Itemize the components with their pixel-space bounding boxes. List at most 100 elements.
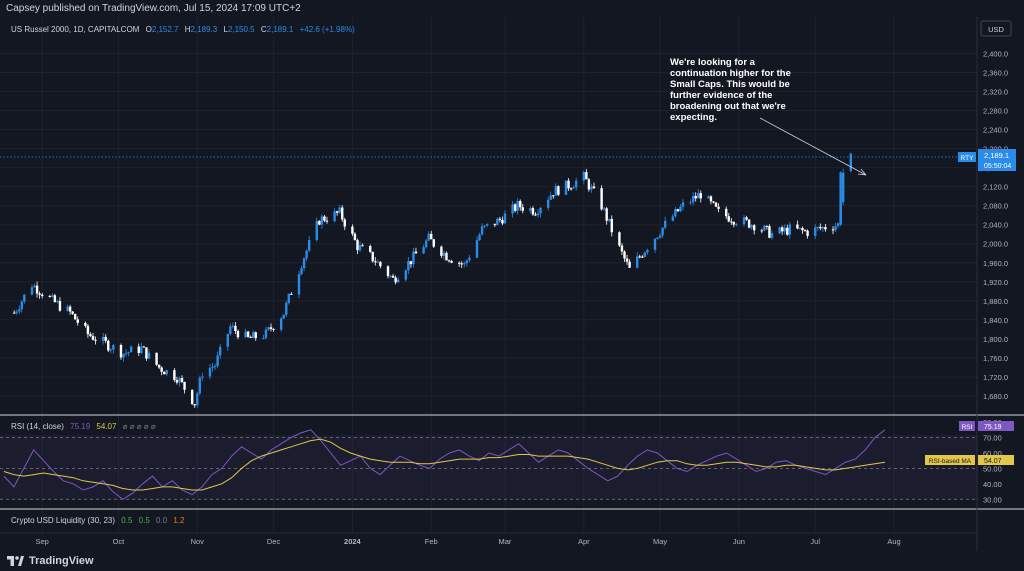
candle-body bbox=[628, 261, 631, 268]
candle-body bbox=[674, 209, 677, 217]
candle-body bbox=[300, 268, 303, 275]
chart-area[interactable]: 1,680.0 1,720.0 1,760.0 1,800.0 1,840.0 1,880… bbox=[0, 17, 1024, 551]
candle-body bbox=[290, 293, 293, 295]
liquidity-title: Crypto USD Liquidity (30, 23) bbox=[11, 516, 115, 525]
candle-body bbox=[198, 377, 202, 394]
candle-body bbox=[691, 195, 695, 203]
candle-body bbox=[608, 218, 611, 221]
candle-body bbox=[414, 251, 418, 254]
candle-body bbox=[315, 220, 318, 240]
candle-body bbox=[218, 346, 222, 356]
candle-body bbox=[216, 355, 219, 367]
rsi-ma-line bbox=[3, 438, 886, 491]
candlestick-series[interactable] bbox=[12, 152, 853, 408]
low-label: L bbox=[223, 25, 228, 34]
time-tick-label: May bbox=[653, 537, 667, 546]
open-value: 2,152.7 bbox=[152, 25, 179, 34]
price-tick-label: 1,800.0 bbox=[983, 335, 1008, 344]
rsi-legend: RSI (14, close) 75.19 54.07 ⌀ ⌀ ⌀ ⌀ ⌀ bbox=[11, 422, 156, 431]
candle-body bbox=[234, 325, 237, 332]
candle-body bbox=[318, 220, 321, 225]
candle-body bbox=[76, 319, 79, 323]
candle-body bbox=[201, 376, 204, 378]
candle-body bbox=[229, 326, 232, 335]
price-tick-label: 1,760.0 bbox=[983, 354, 1008, 363]
candle-body bbox=[638, 256, 641, 258]
candle-body bbox=[112, 345, 115, 350]
candle-body bbox=[236, 331, 240, 338]
annotation-arrow bbox=[759, 117, 867, 176]
rsi-tag-label: RSI bbox=[962, 424, 973, 431]
liquidity-value-4: 1.2 bbox=[173, 516, 185, 525]
candle-body bbox=[84, 322, 87, 326]
candle-body bbox=[269, 327, 273, 329]
candle-body bbox=[814, 227, 817, 236]
price-tick-label: 2,120.0 bbox=[983, 183, 1008, 192]
candle-body bbox=[661, 227, 664, 236]
candle-body bbox=[353, 233, 357, 241]
candle-body bbox=[501, 219, 504, 224]
price-axis[interactable]: 1,680.0 1,720.0 1,760.0 1,800.0 1,840.0 1,880… bbox=[983, 49, 1008, 401]
candle-body bbox=[320, 216, 324, 225]
price-tick-label: 1,840.0 bbox=[983, 316, 1008, 325]
candle-body bbox=[285, 302, 288, 315]
candle-body bbox=[35, 285, 39, 294]
candle-body bbox=[529, 208, 532, 211]
currency-button[interactable] bbox=[980, 20, 1012, 37]
candle-body bbox=[427, 233, 430, 241]
candle-body bbox=[836, 223, 840, 227]
rsi-ma-tag-label: RSI-based MA bbox=[929, 458, 972, 465]
symbol-tag-label: RTY bbox=[961, 155, 975, 162]
candle-body bbox=[625, 258, 629, 262]
candle-body bbox=[483, 225, 486, 227]
candle-body bbox=[552, 195, 555, 197]
annotation-note[interactable]: We're looking for a continuation higher f… bbox=[670, 57, 867, 176]
candle-body bbox=[602, 208, 606, 210]
candle-body bbox=[752, 225, 756, 231]
candle-body bbox=[297, 274, 301, 295]
candle-body bbox=[262, 337, 265, 339]
candle-body bbox=[714, 202, 718, 207]
candle-body bbox=[183, 381, 186, 390]
price-tick-label: 2,240.0 bbox=[983, 126, 1008, 135]
candle-body bbox=[745, 217, 748, 220]
time-axis[interactable]: Sep Oct Nov Dec 2024 Feb Mar Apr May Jun Jul Aug bbox=[35, 537, 900, 546]
candle-body bbox=[534, 214, 537, 216]
price-tick-label: 1,680.0 bbox=[983, 392, 1008, 401]
candle-body bbox=[38, 293, 41, 295]
candle-body bbox=[358, 245, 362, 251]
chart-legend: US Russel 2000, 1D, CAPITALCOM O2,152.7 … bbox=[11, 25, 355, 34]
candle-body bbox=[590, 186, 593, 190]
candle-body bbox=[717, 206, 720, 209]
candle-body bbox=[213, 366, 217, 368]
candle-body bbox=[137, 346, 140, 354]
last-price-tag bbox=[978, 149, 1016, 171]
candle-body bbox=[730, 221, 733, 223]
candle-body bbox=[712, 201, 715, 203]
candle-body bbox=[636, 256, 639, 268]
candle-body bbox=[371, 251, 374, 262]
candle-body bbox=[368, 246, 372, 252]
candle-body bbox=[549, 195, 552, 200]
annotation-line: continuation higher for the bbox=[670, 68, 791, 79]
candle-body bbox=[264, 329, 268, 338]
rsi-line bbox=[3, 429, 886, 500]
candle-body bbox=[107, 340, 110, 351]
candle-body bbox=[379, 261, 382, 267]
candle-body bbox=[356, 240, 359, 251]
rsi-tick-label: 50.00 bbox=[983, 464, 1002, 473]
close-label: C bbox=[261, 25, 267, 34]
candle-body bbox=[547, 199, 550, 208]
open-label: O bbox=[146, 25, 152, 34]
candle-body bbox=[536, 213, 540, 216]
price-tick-label: 1,960.0 bbox=[983, 259, 1008, 268]
plot-background bbox=[0, 17, 977, 551]
candle-body bbox=[376, 261, 380, 263]
candle-body bbox=[834, 226, 837, 231]
time-tick-label: Aug bbox=[887, 537, 900, 546]
candle-body bbox=[142, 346, 146, 348]
rsi-ma-legend-value: 54.07 bbox=[96, 422, 117, 431]
price-tick-label: 2,280.0 bbox=[983, 107, 1008, 116]
candle-body bbox=[323, 216, 326, 221]
